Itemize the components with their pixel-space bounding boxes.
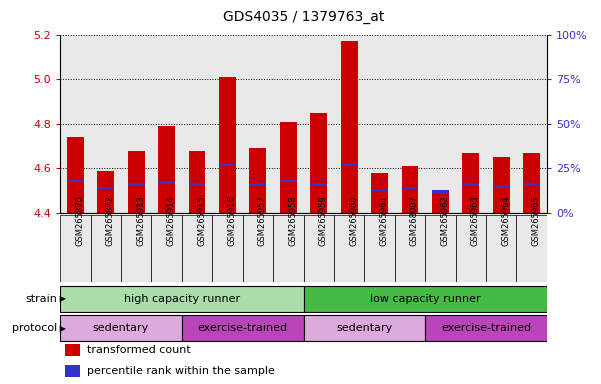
Bar [463, 153, 479, 213]
Bar [182, 215, 212, 282]
Bar [310, 183, 327, 186]
Text: low capacity runner: low capacity runner [370, 293, 481, 304]
Bar [128, 183, 144, 186]
Bar [426, 215, 456, 282]
Bar [67, 137, 84, 213]
Bar [91, 215, 121, 282]
Text: GSM265964: GSM265964 [501, 195, 510, 246]
Text: GSM265959: GSM265959 [319, 195, 328, 246]
Bar [341, 41, 358, 213]
Text: GSM265962: GSM265962 [441, 195, 450, 246]
Bar [463, 183, 479, 186]
Text: GSM265960: GSM265960 [349, 195, 358, 246]
Bar [310, 113, 327, 213]
Bar [243, 215, 273, 282]
Bar [341, 164, 358, 166]
Bar [523, 153, 540, 213]
Bar [121, 215, 151, 282]
Text: sedentary: sedentary [336, 323, 392, 333]
Bar [280, 122, 297, 213]
Text: GSM265961: GSM265961 [380, 195, 389, 246]
Text: transformed count: transformed count [87, 345, 191, 355]
Bar [158, 126, 175, 213]
Bar [371, 189, 388, 191]
Bar [60, 286, 304, 311]
Bar [67, 180, 84, 182]
Text: GSM265957: GSM265957 [258, 195, 267, 246]
Bar [249, 183, 266, 186]
Bar [189, 151, 206, 213]
Bar [432, 193, 449, 213]
Bar [280, 180, 297, 182]
Text: GSM265872: GSM265872 [106, 195, 115, 246]
Text: sedentary: sedentary [93, 323, 149, 333]
Bar [128, 151, 144, 213]
Bar [189, 183, 206, 186]
Text: GSM265915: GSM265915 [197, 195, 206, 246]
Text: strain: strain [25, 293, 57, 304]
Bar [219, 77, 236, 213]
Text: percentile rank within the sample: percentile rank within the sample [87, 366, 275, 376]
Bar [304, 286, 547, 311]
Bar [212, 215, 243, 282]
Text: GSM265965: GSM265965 [532, 195, 541, 246]
Bar [516, 215, 547, 282]
Bar [493, 185, 510, 188]
Text: exercise-trained: exercise-trained [198, 323, 288, 333]
Bar [395, 215, 426, 282]
Bar [60, 215, 91, 282]
Bar [456, 215, 486, 282]
Bar [401, 187, 418, 189]
Bar [364, 215, 395, 282]
Bar [432, 190, 449, 193]
Bar [273, 215, 304, 282]
Bar [523, 183, 540, 186]
Text: GSM265963: GSM265963 [471, 195, 480, 246]
Bar [97, 171, 114, 213]
Text: GSM265913: GSM265913 [136, 195, 145, 246]
Bar [249, 148, 266, 213]
Text: GSM268007: GSM268007 [410, 195, 419, 246]
Bar [486, 215, 516, 282]
Bar [65, 344, 79, 356]
Text: protocol: protocol [12, 323, 57, 333]
Bar [60, 315, 182, 341]
Text: GDS4035 / 1379763_at: GDS4035 / 1379763_at [223, 10, 384, 23]
Text: exercise-trained: exercise-trained [441, 323, 531, 333]
Bar [97, 187, 114, 189]
Bar [158, 181, 175, 184]
Bar [493, 157, 510, 213]
Bar [151, 215, 182, 282]
Bar [426, 315, 547, 341]
Bar [304, 215, 334, 282]
Bar [182, 315, 304, 341]
Text: high capacity runner: high capacity runner [124, 293, 240, 304]
Text: ▶: ▶ [57, 324, 66, 333]
Bar [65, 366, 79, 377]
Bar [219, 164, 236, 166]
Bar [371, 173, 388, 213]
Text: ▶: ▶ [57, 294, 66, 303]
Bar [401, 166, 418, 213]
Text: GSM265958: GSM265958 [288, 195, 297, 246]
Text: GSM265870: GSM265870 [75, 195, 84, 246]
Bar [334, 215, 364, 282]
Text: GSM265914: GSM265914 [166, 195, 175, 246]
Bar [304, 315, 426, 341]
Text: GSM265916: GSM265916 [227, 195, 236, 246]
